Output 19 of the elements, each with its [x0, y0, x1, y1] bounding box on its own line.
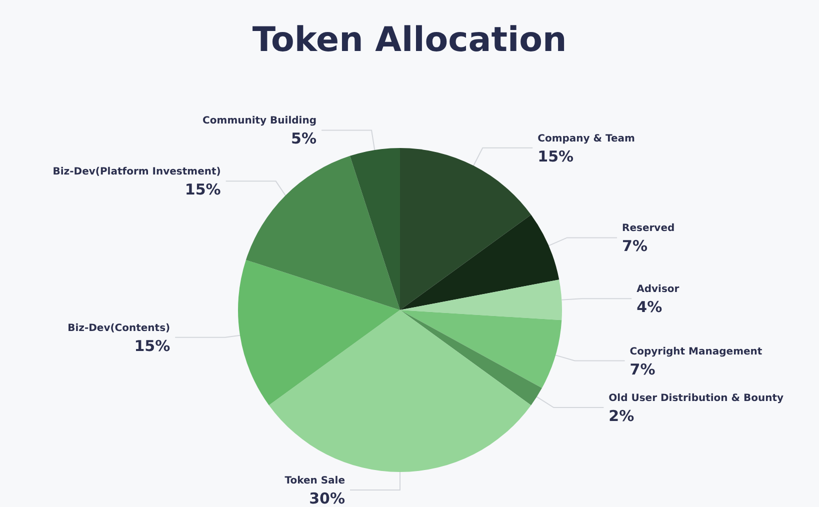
slice-label: Company & Team [538, 133, 635, 144]
data-label: 15% [184, 180, 221, 199]
slice-label: Old User Distribution & Bounty [608, 393, 784, 404]
chart-title: Token Allocation [252, 20, 567, 60]
slice-label: Advisor [636, 284, 680, 296]
data-label: 15% [134, 336, 170, 355]
data-label: 2% [608, 407, 634, 426]
slice-label: Biz-Dev(Contents) [68, 322, 170, 334]
slice-label: Community Building [202, 116, 317, 127]
data-label: 7% [630, 360, 656, 378]
slice-label: Token Sale [284, 476, 346, 486]
slice-label: Biz-Dev(Platform Investment) [52, 166, 221, 178]
slice-label: Copyright Management [630, 346, 762, 358]
data-label: 4% [636, 298, 662, 316]
data-label: 5% [291, 130, 317, 148]
data-label: 15% [538, 147, 574, 166]
data-label: 30% [309, 490, 345, 507]
slice-label: Reserved [622, 223, 675, 234]
data-label: 7% [622, 237, 648, 256]
